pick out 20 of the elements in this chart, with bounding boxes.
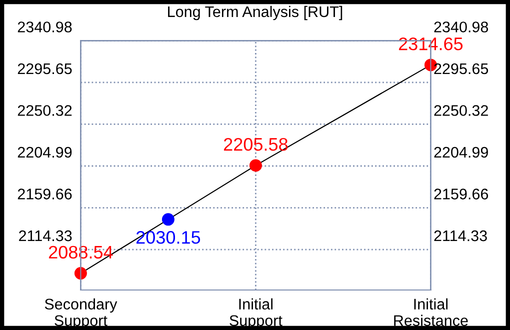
- y2-tick-label: 2340.98: [434, 22, 488, 32]
- x-tick-label: Secondary Support: [44, 298, 118, 330]
- y2-tick-label: 2204.99: [434, 146, 488, 158]
- y2-tick-label: 2295.65: [434, 63, 488, 74]
- y2-tick-label: 2114.33: [434, 230, 487, 242]
- data-label: 2314.65: [398, 37, 463, 50]
- y-tick-label: 2204.99: [18, 146, 72, 158]
- y2-tick-label: 2250.32: [434, 105, 488, 116]
- y2-tick-label: 2159.66: [434, 188, 488, 200]
- y-tick-label: 2340.98: [18, 22, 72, 32]
- data-label: 2088.54: [48, 246, 113, 259]
- x-tick-label: Initial Support: [230, 298, 282, 330]
- y-tick-label: 2250.32: [18, 105, 72, 116]
- x-tick-label: Initial Resistance: [394, 298, 468, 326]
- chart-title: Long Term Analysis [RUT]: [168, 6, 342, 20]
- y-tick-label: 2295.65: [18, 63, 72, 74]
- y-tick-label: 2114.33: [19, 230, 72, 242]
- annotation: 2030.15: [136, 231, 200, 244]
- y-tick-label: 2159.66: [18, 188, 72, 200]
- data-label: 2205.58: [224, 138, 288, 151]
